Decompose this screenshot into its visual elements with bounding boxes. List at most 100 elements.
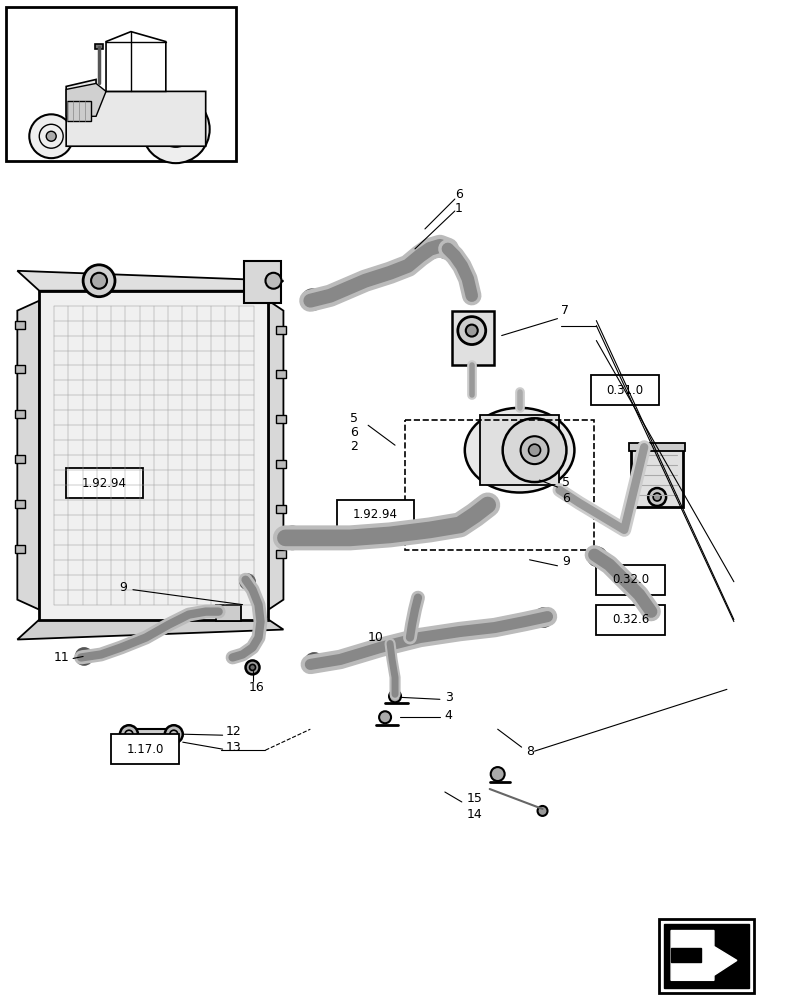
Bar xyxy=(15,321,25,329)
Circle shape xyxy=(240,575,254,589)
Circle shape xyxy=(534,609,551,627)
Circle shape xyxy=(307,295,317,305)
Bar xyxy=(659,919,753,993)
Text: 12: 12 xyxy=(225,725,241,738)
Text: 11: 11 xyxy=(54,651,69,664)
Circle shape xyxy=(76,648,92,664)
Bar xyxy=(479,415,559,485)
Circle shape xyxy=(281,527,303,549)
Text: 2: 2 xyxy=(350,440,358,453)
Circle shape xyxy=(537,806,547,816)
Bar xyxy=(451,311,493,365)
Bar xyxy=(39,291,268,620)
Text: 3: 3 xyxy=(444,691,453,704)
Text: 16: 16 xyxy=(248,681,264,694)
Circle shape xyxy=(436,240,454,258)
Text: 0.32.0: 0.32.0 xyxy=(611,573,648,586)
Circle shape xyxy=(310,658,319,667)
Text: 10: 10 xyxy=(367,631,384,644)
Text: 1.17.0: 1.17.0 xyxy=(127,743,164,756)
Polygon shape xyxy=(670,948,700,962)
Polygon shape xyxy=(66,79,205,146)
Circle shape xyxy=(490,767,504,781)
Circle shape xyxy=(169,122,182,136)
Bar xyxy=(15,500,25,508)
Ellipse shape xyxy=(464,408,573,493)
Circle shape xyxy=(245,660,260,674)
Polygon shape xyxy=(17,620,283,640)
Text: 0.31.0: 0.31.0 xyxy=(606,384,642,397)
Text: 14: 14 xyxy=(466,808,482,821)
Bar xyxy=(629,443,684,451)
Bar xyxy=(405,420,594,550)
Polygon shape xyxy=(66,83,106,116)
Text: 9: 9 xyxy=(562,555,569,568)
Text: 1: 1 xyxy=(454,202,462,215)
Text: 4: 4 xyxy=(444,709,453,722)
Polygon shape xyxy=(17,271,283,291)
Bar xyxy=(276,326,286,334)
Bar xyxy=(66,468,143,498)
Bar xyxy=(590,375,659,405)
Circle shape xyxy=(379,711,391,723)
Bar xyxy=(95,44,103,49)
Text: 5: 5 xyxy=(562,476,570,489)
Circle shape xyxy=(305,653,323,671)
Circle shape xyxy=(472,498,492,518)
Bar xyxy=(276,370,286,378)
Circle shape xyxy=(466,325,477,337)
Polygon shape xyxy=(106,32,165,91)
Bar xyxy=(6,7,235,161)
Text: 6: 6 xyxy=(350,426,358,439)
Polygon shape xyxy=(17,301,39,610)
Bar xyxy=(276,550,286,558)
Circle shape xyxy=(120,725,138,743)
Circle shape xyxy=(457,317,485,345)
Bar xyxy=(337,500,414,530)
Text: 15: 15 xyxy=(466,792,482,805)
Bar xyxy=(595,565,664,595)
Bar xyxy=(15,455,25,463)
Circle shape xyxy=(29,114,73,158)
Circle shape xyxy=(142,95,209,163)
Circle shape xyxy=(528,444,540,456)
Circle shape xyxy=(83,265,115,297)
Circle shape xyxy=(286,532,298,543)
Circle shape xyxy=(302,290,322,310)
Circle shape xyxy=(647,488,665,506)
Bar xyxy=(110,734,179,764)
Text: 5: 5 xyxy=(350,412,358,425)
Circle shape xyxy=(652,493,660,501)
Circle shape xyxy=(592,552,601,561)
Bar xyxy=(276,505,286,513)
Bar xyxy=(15,410,25,418)
Circle shape xyxy=(477,503,487,513)
Polygon shape xyxy=(670,931,736,980)
Text: 9: 9 xyxy=(119,581,127,594)
Circle shape xyxy=(502,418,566,482)
Bar xyxy=(131,729,170,739)
Text: 1.92.94: 1.92.94 xyxy=(353,508,397,521)
Circle shape xyxy=(46,131,56,141)
Circle shape xyxy=(441,244,450,253)
Text: 6: 6 xyxy=(562,492,569,505)
Circle shape xyxy=(265,273,281,289)
Bar xyxy=(243,261,281,303)
Circle shape xyxy=(539,613,547,622)
Bar xyxy=(15,365,25,373)
Polygon shape xyxy=(268,301,283,610)
Circle shape xyxy=(244,578,251,585)
Bar xyxy=(276,415,286,423)
Text: 1.92.94: 1.92.94 xyxy=(82,477,127,490)
Circle shape xyxy=(165,725,182,743)
Text: 0.32.6: 0.32.6 xyxy=(611,613,648,626)
Polygon shape xyxy=(663,924,748,988)
Bar xyxy=(15,545,25,553)
Bar xyxy=(595,605,664,635)
Text: 6: 6 xyxy=(454,188,462,201)
Bar xyxy=(67,101,91,121)
Text: 8: 8 xyxy=(526,745,534,758)
Circle shape xyxy=(388,690,401,702)
Bar xyxy=(630,447,682,507)
Circle shape xyxy=(91,273,107,289)
